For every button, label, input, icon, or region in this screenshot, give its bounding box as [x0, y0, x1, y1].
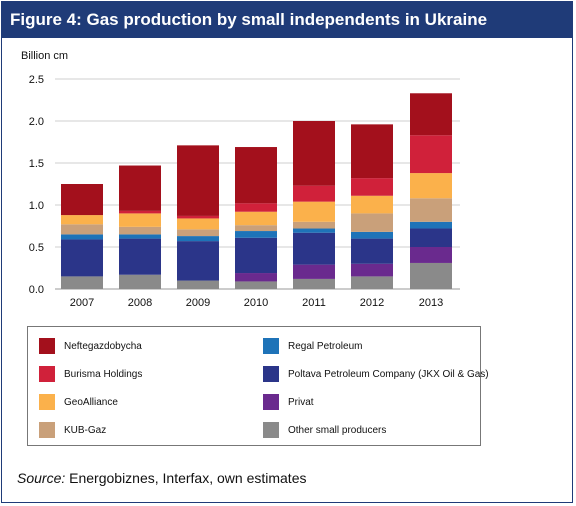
y-tick-label: 0.0	[29, 284, 44, 296]
bar-segment	[177, 236, 219, 242]
legend-item: GeoAlliance	[39, 393, 118, 411]
legend-swatch	[263, 338, 279, 354]
bar-segment	[410, 173, 452, 199]
y-axis-label: Billion cm	[21, 50, 69, 62]
bar-segment	[61, 184, 103, 216]
y-tick-label: 1.5	[29, 158, 44, 170]
bar-segment	[61, 239, 103, 277]
legend-label: Poltava Petroleum Company (JKX Oil & Gas…	[288, 368, 489, 380]
legend-item: Burisma Holdings	[39, 365, 142, 383]
bar-segment	[235, 147, 277, 204]
bar-segment	[293, 278, 335, 289]
x-tick-label: 2013	[419, 297, 443, 309]
x-tick-label: 2009	[186, 297, 210, 309]
legend-label: Neftegazdobycha	[64, 340, 142, 352]
source-note: Source: Energobiznes, Interfax, own esti…	[17, 470, 306, 486]
legend-item: Privat	[263, 393, 314, 411]
bar-segment	[235, 273, 277, 282]
bar-segment	[61, 224, 103, 235]
bar-segment	[61, 276, 103, 289]
y-tick-label: 2.5	[29, 74, 44, 86]
bar-segment	[351, 213, 393, 232]
legend-swatch	[39, 338, 55, 354]
source-text: Energobiznes, Interfax, own estimates	[69, 470, 307, 486]
bar-segment	[351, 276, 393, 289]
legend-item: Neftegazdobycha	[39, 337, 142, 355]
legend-swatch	[263, 366, 279, 382]
bar-segment	[293, 232, 335, 265]
bar-segment	[410, 228, 452, 247]
bar-segment	[235, 281, 277, 289]
bar-segment	[235, 225, 277, 232]
bar-segment	[410, 93, 452, 136]
bar-segment	[119, 210, 161, 214]
bar-segment	[351, 263, 393, 277]
bar-segment	[177, 218, 219, 230]
bar-segment	[410, 262, 452, 289]
legend-swatch	[39, 366, 55, 382]
legend-swatch	[263, 422, 279, 438]
bar-segment	[235, 203, 277, 212]
x-tick-label: 2010	[244, 297, 268, 309]
bar-segment	[351, 195, 393, 214]
bar-segment	[61, 215, 103, 225]
bar-segment	[235, 211, 277, 226]
legend-swatch	[39, 422, 55, 438]
bar-segment	[351, 231, 393, 239]
chart-legend: Neftegazdobycha Burisma Holdings GeoAllian…	[27, 326, 489, 446]
x-tick-label: 2011	[302, 297, 326, 309]
y-tick-label: 2.0	[29, 116, 44, 128]
x-tick-label: 2008	[128, 297, 152, 309]
bar-segment	[293, 228, 335, 233]
bar-segment	[235, 231, 277, 238]
bar-segment	[351, 178, 393, 196]
bar-segment	[293, 221, 335, 229]
bar-segment	[410, 198, 452, 222]
y-tick-label: 1.0	[29, 200, 44, 212]
legend-label: KUB-Gaz	[64, 424, 107, 436]
bar-segment	[119, 213, 161, 227]
bar-segment	[293, 264, 335, 279]
bar-segment	[177, 280, 219, 289]
bar-segment	[177, 229, 219, 237]
bar-segment	[61, 234, 103, 240]
bar-segment	[119, 226, 161, 235]
bar-segment	[410, 247, 452, 263]
legend-swatch	[39, 394, 55, 410]
bar-segment	[351, 124, 393, 179]
bar-segment	[235, 237, 277, 274]
y-tick-label: 0.5	[29, 242, 44, 254]
x-tick-label: 2012	[360, 297, 384, 309]
bar-segment	[177, 145, 219, 216]
legend-item: Regal Petroleum	[263, 337, 362, 355]
legend-item: Other small producers	[263, 421, 386, 439]
bar-segment	[351, 238, 393, 264]
legend-label: Burisma Holdings	[64, 368, 143, 380]
bar-segment	[119, 274, 161, 289]
legend-label: Regal Petroleum	[288, 340, 363, 352]
bar-segment	[119, 238, 161, 275]
bar-segment	[119, 234, 161, 239]
legend-label: Other small producers	[288, 424, 387, 436]
bar-segment	[293, 201, 335, 222]
bar-segment	[177, 215, 219, 219]
bar-segment	[177, 241, 219, 281]
figure-title: Figure 4: Gas production by small indepe…	[2, 2, 572, 38]
bar-segment	[119, 165, 161, 211]
x-tick-label: 2007	[70, 297, 94, 309]
legend-item: Poltava Petroleum Company (JKX Oil & Gas…	[263, 365, 489, 383]
bar-segment	[410, 135, 452, 174]
bar-segment	[410, 221, 452, 229]
legend-swatch	[263, 394, 279, 410]
legend-item: KUB-Gaz	[39, 421, 106, 439]
legend-label: Privat	[288, 396, 314, 408]
bar-segment	[293, 185, 335, 202]
source-label: Source:	[17, 470, 66, 486]
bar-segment	[293, 121, 335, 186]
stacked-bar-chart: 0.0 0.5 1.0 1.5 2.0 2.5 2007 2008 2009 2010 2011 20…	[29, 74, 460, 309]
legend-label: GeoAlliance	[64, 396, 118, 408]
